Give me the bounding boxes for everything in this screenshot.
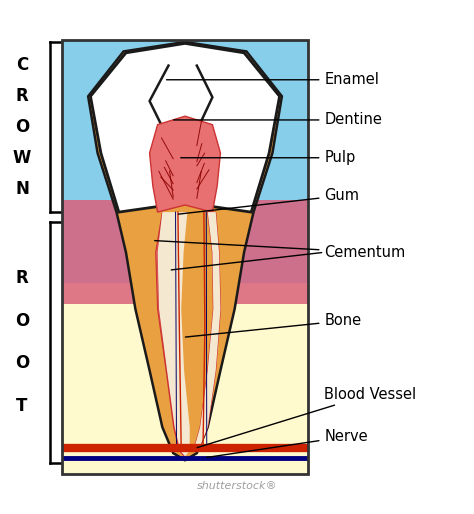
Text: T: T [16, 397, 27, 415]
Polygon shape [193, 212, 220, 451]
Text: C: C [16, 56, 28, 74]
Polygon shape [156, 212, 185, 456]
Text: shutterstock®: shutterstock® [197, 481, 277, 491]
Polygon shape [157, 212, 190, 456]
Polygon shape [91, 43, 280, 212]
Text: Pulp: Pulp [181, 150, 356, 166]
Text: R: R [16, 87, 28, 105]
Text: O: O [15, 118, 29, 136]
Bar [62, 200, 308, 304]
Bar [62, 283, 308, 474]
Bar [62, 40, 308, 283]
Polygon shape [88, 42, 282, 460]
Polygon shape [150, 116, 220, 212]
Text: Enamel: Enamel [166, 72, 379, 87]
Text: Dentine: Dentine [173, 113, 383, 127]
Text: O: O [15, 312, 29, 330]
Text: Gum: Gum [178, 188, 359, 214]
Bar [62, 40, 308, 474]
Text: W: W [13, 149, 31, 167]
Text: Cementum: Cementum [155, 241, 406, 260]
Text: O: O [15, 354, 29, 372]
Text: R: R [16, 269, 28, 287]
Polygon shape [193, 212, 220, 451]
Text: Bone: Bone [185, 314, 362, 337]
Text: N: N [15, 180, 29, 198]
Text: Blood Vessel: Blood Vessel [197, 387, 417, 448]
Text: Nerve: Nerve [207, 429, 368, 457]
